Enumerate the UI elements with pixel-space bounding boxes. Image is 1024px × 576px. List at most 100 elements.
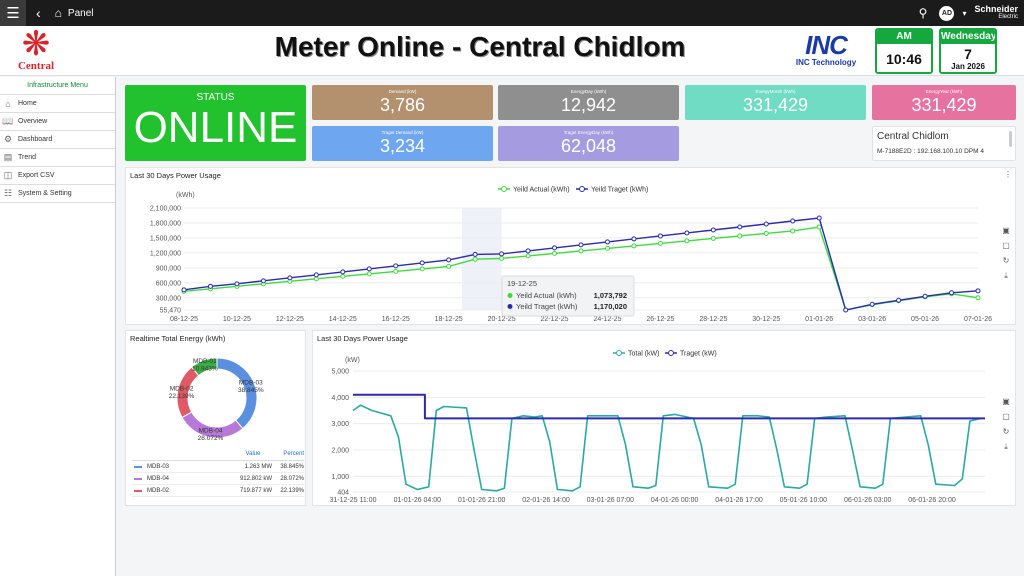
tooltip-date: 19-12-25 bbox=[507, 279, 537, 288]
book-icon: 📖 bbox=[2, 116, 14, 126]
dashboard-icon: ⚙ bbox=[3, 134, 13, 144]
legend-marker bbox=[579, 186, 585, 192]
data-point bbox=[922, 293, 928, 299]
data-point bbox=[446, 263, 452, 269]
data-point bbox=[710, 227, 716, 233]
legend-label: Total (kW) bbox=[628, 351, 660, 358]
kpi-energy-year: EnergyYear (kWh) 331,429 bbox=[872, 85, 1016, 120]
data-point bbox=[578, 248, 584, 254]
chevron-left-icon[interactable]: ‹ bbox=[36, 5, 41, 21]
chart1-title: Last 30 Days Power Usage bbox=[130, 171, 221, 180]
data-point bbox=[710, 235, 716, 241]
tooltip-marker bbox=[507, 304, 513, 309]
power-line-chart[interactable]: 404 1,000 2,000 3,000 4,000 5,000 (kW) 31-12-25… bbox=[313, 335, 998, 505]
tooltip-label: Yeild Traget (kWh) bbox=[516, 302, 578, 311]
refresh-icon[interactable]: ↻ bbox=[1002, 427, 1010, 436]
download-icon[interactable]: ⤓ bbox=[1004, 271, 1008, 280]
data-point bbox=[207, 283, 213, 289]
x-tick-label: 03-01-26 bbox=[858, 316, 886, 323]
zoom-reset-icon[interactable]: ▢ bbox=[1002, 412, 1010, 421]
y-axis-label: (kW) bbox=[345, 357, 360, 364]
sidebar-item-system-setting[interactable]: ☷ System & Setting bbox=[0, 185, 115, 203]
refresh-icon[interactable]: ↻ bbox=[1002, 256, 1010, 265]
zoom-reset-icon[interactable]: ▢ bbox=[1002, 241, 1010, 250]
y-tick-label: 900,000 bbox=[156, 265, 181, 272]
data-point bbox=[631, 243, 637, 249]
download-icon[interactable]: ⤓ bbox=[1004, 442, 1008, 451]
hamburger-icon[interactable]: ☰ bbox=[0, 0, 26, 26]
top-bar: ☰ ‹ ⌂ Panel ⚲ AD ▾ Schneider Electric bbox=[0, 0, 1024, 26]
y-tick-label: 2,000 bbox=[331, 447, 349, 454]
slice-percent: 22.139% bbox=[169, 393, 195, 400]
data-point bbox=[790, 228, 796, 234]
data-point bbox=[896, 297, 902, 303]
pie-slice bbox=[190, 357, 218, 377]
y-tick-label: 55,470 bbox=[160, 308, 182, 315]
inc-logo: INC INC Technology bbox=[795, 30, 857, 67]
sidebar-item-trend[interactable]: ▤ Trend bbox=[0, 149, 115, 167]
data-point bbox=[816, 224, 822, 230]
y-tick-label: 1,500,000 bbox=[150, 235, 181, 242]
zoom-icon[interactable]: ▣ bbox=[1002, 226, 1010, 235]
y-tick-label: 5,000 bbox=[331, 369, 349, 376]
tooltip-value: 1,073,792 bbox=[594, 291, 627, 300]
x-tick-label: 14-12-25 bbox=[329, 316, 357, 323]
slice-label: MDB-01 bbox=[193, 358, 217, 365]
data-point bbox=[393, 263, 399, 269]
data-point bbox=[472, 256, 478, 262]
table-row[interactable]: MDB-03 1.263 MW 38.845% bbox=[132, 461, 304, 473]
energy-line-chart[interactable]: 55,470 300,000 600,000 900,000 1,200,000 1,50… bbox=[126, 174, 996, 324]
tooltip bbox=[501, 275, 635, 317]
status-card: STATUS ONLINE bbox=[125, 85, 306, 161]
slice-percent: 10.943% bbox=[192, 366, 218, 373]
sidebar-item-overview[interactable]: 📖 Overview bbox=[0, 113, 115, 131]
meter-address: M-7188E2D : 192.168.100.10 DPM 4 bbox=[877, 148, 984, 155]
data-point bbox=[419, 266, 425, 272]
x-tick-label: 30-12-25 bbox=[752, 316, 780, 323]
data-point bbox=[790, 218, 796, 224]
realtime-energy-panel: Realtime Total Energy (kWh) MDB-01 10.943… bbox=[125, 330, 306, 506]
tooltip-marker bbox=[507, 293, 513, 298]
x-tick-label: 04-01-26 17:00 bbox=[715, 497, 763, 504]
panel-label[interactable]: Panel bbox=[67, 7, 94, 19]
data-point bbox=[604, 239, 610, 245]
zoom-icon[interactable]: ▣ bbox=[1002, 397, 1010, 406]
slice-label: MDB-03 bbox=[239, 380, 263, 387]
central-logo: ❋ Central bbox=[17, 25, 55, 72]
sidebar-title: Infrastructure Menu bbox=[0, 77, 115, 95]
energy-trend-panel: Last 30 Days Power Usage ⋮ 55,470 300,000… bbox=[125, 167, 1016, 325]
table-row[interactable]: MDB-04 912.802 kW 28.072% bbox=[132, 473, 304, 485]
scrollbar[interactable] bbox=[1009, 131, 1012, 147]
x-tick-label: 08-12-25 bbox=[170, 316, 198, 323]
chart1-toolbar: ▣ ▢ ↻ ⤓ bbox=[1001, 226, 1011, 286]
kpi-demand: Demand (kW) 3,786 bbox=[312, 85, 493, 120]
meter-name: Central Chidlom bbox=[877, 131, 949, 142]
series-line bbox=[353, 393, 985, 420]
data-point bbox=[843, 307, 849, 313]
x-tick-label: 04-01-26 00:00 bbox=[651, 497, 699, 504]
sidebar-item-export-csv[interactable]: ◫ Export CSV bbox=[0, 167, 115, 185]
y-tick-label: 1,200,000 bbox=[150, 250, 181, 257]
legend-marker bbox=[668, 350, 674, 356]
data-point bbox=[340, 269, 346, 275]
trend-icon: ▤ bbox=[3, 152, 13, 162]
more-options-icon[interactable]: ⋮ bbox=[1004, 170, 1012, 179]
time-widget: AM 10:46 bbox=[875, 28, 933, 74]
search-icon[interactable]: ⚲ bbox=[918, 6, 928, 20]
date-widget: Wednesday 7 Jan 2026 bbox=[939, 28, 997, 74]
avatar[interactable]: AD bbox=[939, 5, 955, 21]
kpi-energy-month: EnergyMonth (kWh) 331,429 bbox=[685, 85, 866, 120]
sidebar-item-home[interactable]: ⌂ Home bbox=[0, 95, 115, 113]
slice-percent: 28.072% bbox=[198, 435, 224, 442]
table-row[interactable]: MDB-02 719.877 kW 22.139% bbox=[132, 485, 304, 497]
power-trend-panel: Last 30 Days Power Usage 404 1,000 2,000 3,… bbox=[312, 330, 1016, 506]
data-point bbox=[419, 260, 425, 266]
y-tick-label: 600,000 bbox=[156, 280, 181, 287]
sidebar-item-dashboard[interactable]: ⚙ Dashboard bbox=[0, 131, 115, 149]
home-icon[interactable]: ⌂ bbox=[54, 6, 62, 20]
chevron-down-icon[interactable]: ▾ bbox=[962, 8, 967, 18]
page-title: Meter Online - Central Chidlom bbox=[274, 31, 686, 62]
y-tick-label: 1,800,000 bbox=[150, 220, 181, 227]
data-point bbox=[631, 236, 637, 242]
